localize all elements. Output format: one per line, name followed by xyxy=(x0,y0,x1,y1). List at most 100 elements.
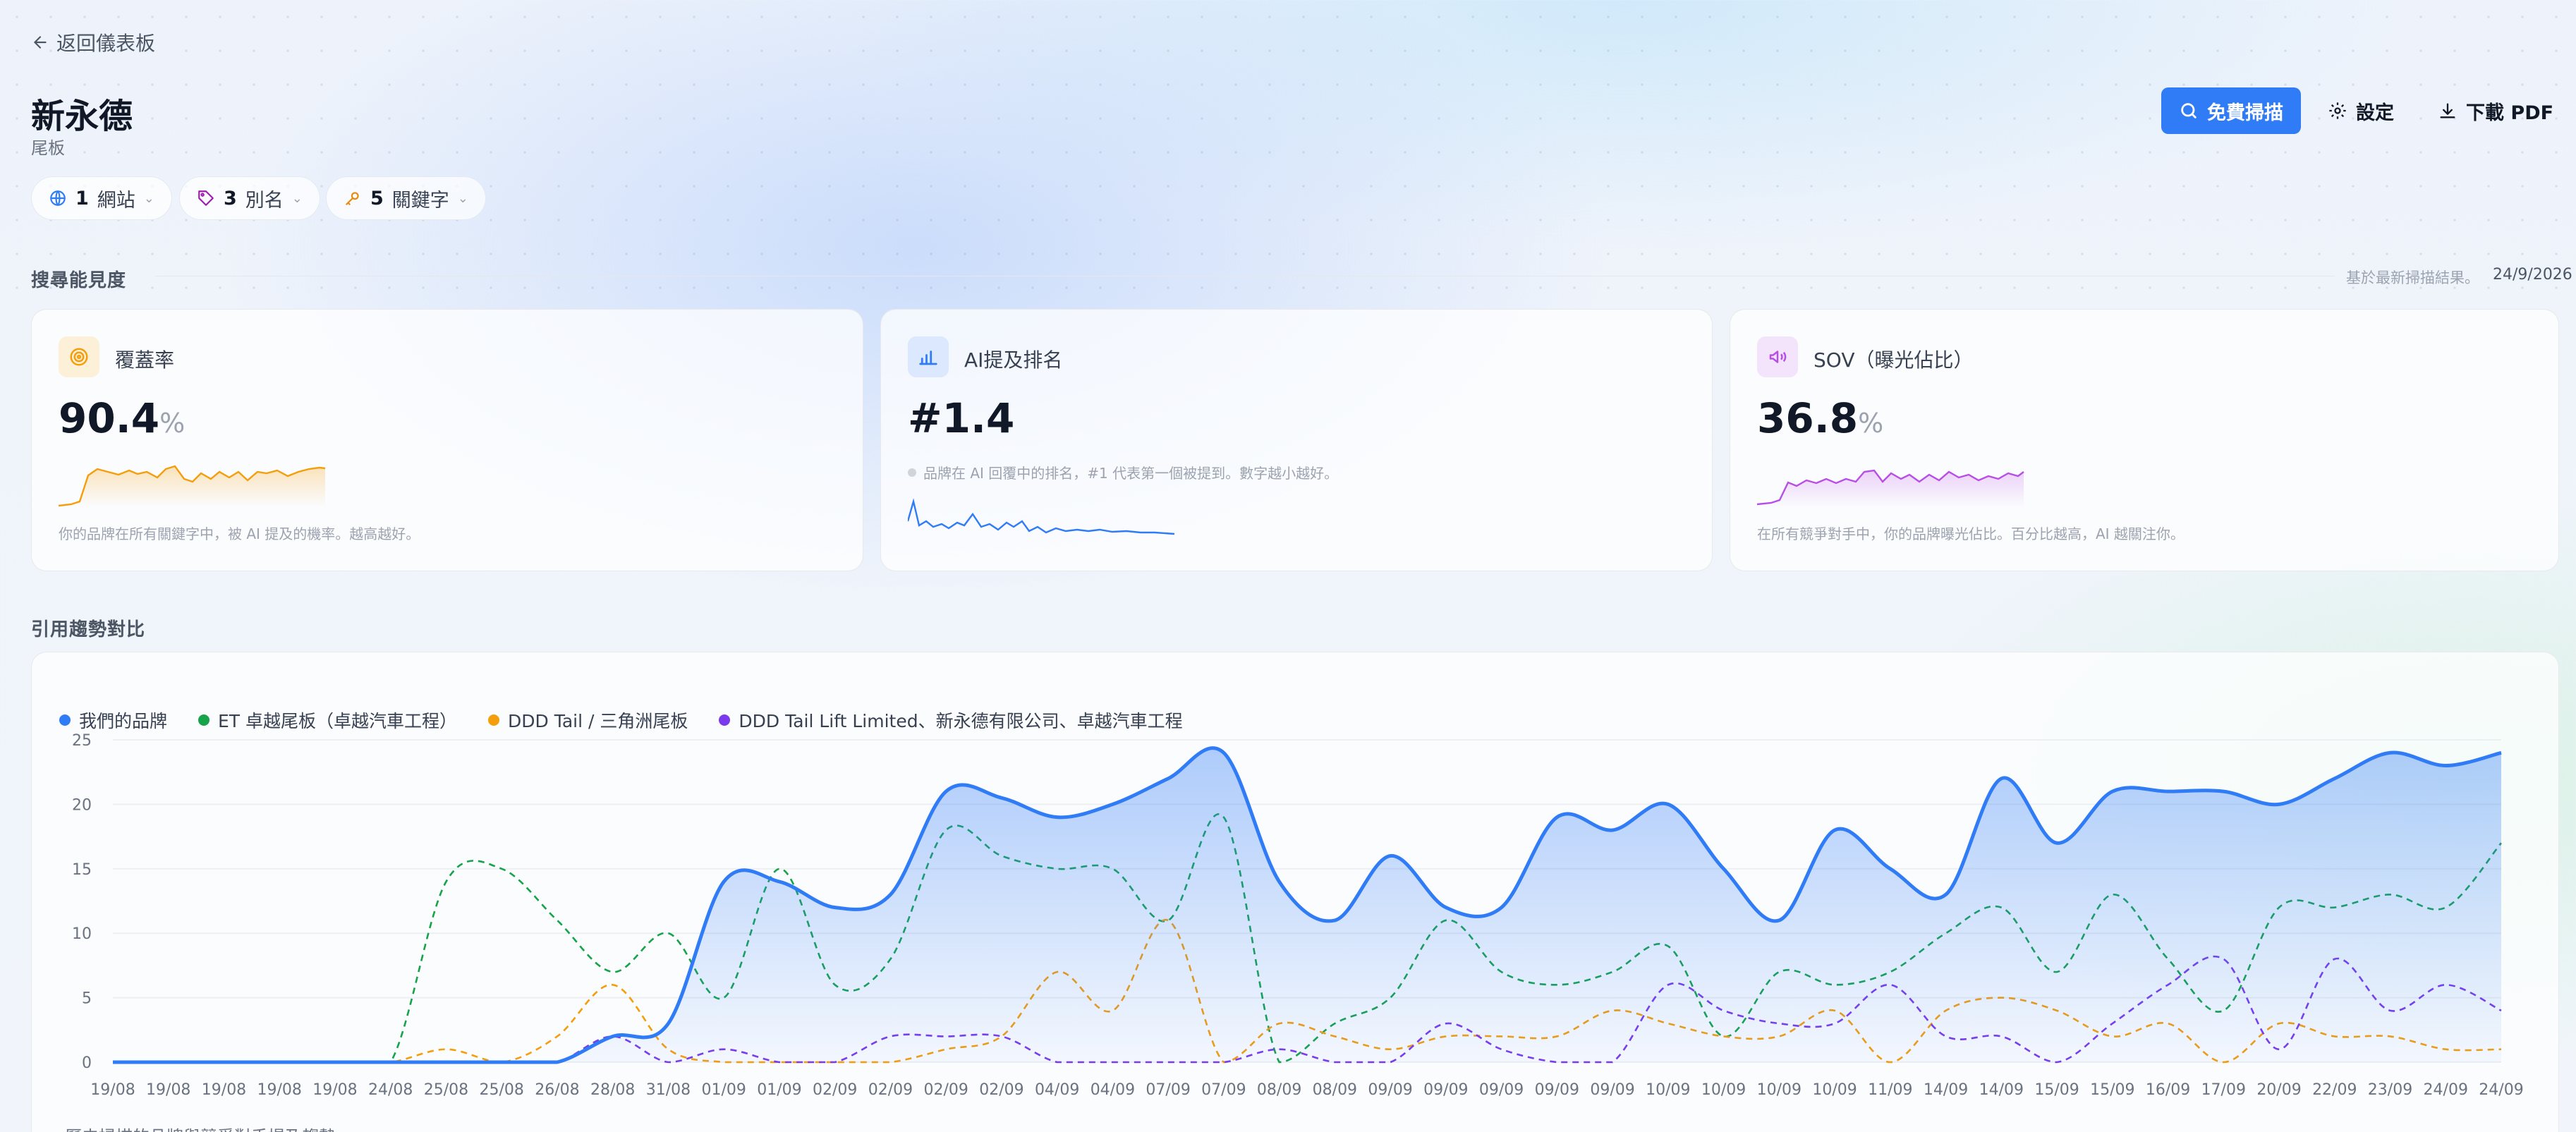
settings-label: 設定 xyxy=(2356,102,2394,124)
series-area-0 xyxy=(113,748,2501,1062)
x-tick-label: 02/09 xyxy=(923,1081,968,1099)
legend-item[interactable]: ET 卓越尾板（卓越汽車工程） xyxy=(198,707,457,733)
x-tick-label: 19/08 xyxy=(312,1081,357,1099)
y-tick-label: 25 xyxy=(72,732,92,750)
scan-date: 24/9/2026 xyxy=(2493,266,2572,284)
trend-section-title: 引用趨勢對比 xyxy=(31,619,146,640)
tag-icon xyxy=(198,190,214,206)
x-tick-label: 22/09 xyxy=(2312,1081,2357,1099)
legend-item[interactable]: DDD Tail / 三角洲尾板 xyxy=(488,707,688,733)
megaphone-icon xyxy=(1757,336,1798,377)
card-label: AI提及排名 xyxy=(964,348,1063,372)
bar-chart-icon xyxy=(908,336,949,377)
coverage-value: 90.4% xyxy=(59,394,186,442)
free-scan-label: 免費掃描 xyxy=(2207,102,2283,124)
x-tick-label: 20/09 xyxy=(2256,1081,2301,1099)
chart-footnote: 歷史掃描的品牌與競爭對手提及趨勢 xyxy=(65,1123,336,1132)
y-tick-label: 15 xyxy=(72,861,92,879)
filter-count: 3 xyxy=(224,187,237,209)
arrow-left-icon xyxy=(34,36,47,49)
series-line-0 xyxy=(113,746,2502,1064)
x-tick-label: 01/09 xyxy=(757,1081,801,1099)
download-pdf-button[interactable]: 下載 PDF xyxy=(2438,87,2553,134)
ai-rank-sparkline xyxy=(908,498,1175,535)
page-subtitle: 尾板 xyxy=(31,138,65,158)
y-tick-label: 0 xyxy=(82,1054,92,1072)
x-tick-label: 15/09 xyxy=(2090,1081,2134,1099)
y-tick-label: 5 xyxy=(82,990,92,1008)
x-tick-label: 09/09 xyxy=(1423,1081,1468,1099)
download-pdf-label: 下載 PDF xyxy=(2466,102,2554,124)
x-tick-label: 26/08 xyxy=(535,1081,579,1099)
globe-icon xyxy=(50,190,66,206)
card-label: SOV（曝光佔比） xyxy=(1813,348,1974,372)
sov-value: 36.8% xyxy=(1757,394,1884,442)
x-tick-label: 08/09 xyxy=(1313,1081,1357,1099)
x-tick-label: 14/09 xyxy=(1979,1081,2024,1099)
x-tick-label: 02/09 xyxy=(868,1081,913,1099)
x-tick-label: 19/08 xyxy=(257,1081,302,1099)
legend-dot xyxy=(719,714,731,726)
settings-button[interactable]: 設定 xyxy=(2328,87,2394,134)
card-label: 覆蓋率 xyxy=(115,348,175,372)
x-tick-label: 17/09 xyxy=(2201,1081,2246,1099)
x-tick-label: 09/09 xyxy=(1479,1081,1524,1099)
x-tick-label: 09/09 xyxy=(1535,1081,1579,1099)
x-tick-label: 11/09 xyxy=(1868,1081,1912,1099)
x-tick-label: 19/08 xyxy=(146,1081,190,1099)
download-icon xyxy=(2440,103,2455,118)
legend-dot xyxy=(198,714,210,726)
legend-item[interactable]: 我們的品牌 xyxy=(59,707,167,733)
sov-sparkline xyxy=(1757,469,2024,507)
x-tick-label: 24/09 xyxy=(2424,1081,2468,1099)
chevron-down-icon: ⌄ xyxy=(143,190,154,206)
x-tick-label: 16/09 xyxy=(2146,1081,2190,1099)
search-icon xyxy=(2181,103,2197,118)
x-tick-label: 23/09 xyxy=(2368,1081,2412,1099)
x-tick-label: 10/09 xyxy=(1701,1081,1746,1099)
y-tick-label: 10 xyxy=(72,925,92,943)
x-tick-label: 02/09 xyxy=(979,1081,1023,1099)
legend-item[interactable]: DDD Tail Lift Limited、新永德有限公司、卓越汽車工程 xyxy=(719,707,1183,733)
x-tick-label: 10/09 xyxy=(1757,1081,1802,1099)
filter-chip-aliases[interactable]: 3 別名 ⌄ xyxy=(179,176,320,220)
x-tick-label: 09/09 xyxy=(1590,1081,1634,1099)
legend-dot xyxy=(59,714,71,726)
x-tick-label: 08/09 xyxy=(1257,1081,1301,1099)
back-label: 返回儀表板 xyxy=(56,32,156,55)
x-tick-label: 10/09 xyxy=(1812,1081,1857,1099)
free-scan-button[interactable]: 免費掃描 xyxy=(2161,87,2301,134)
x-tick-label: 10/09 xyxy=(1646,1081,1690,1099)
chevron-down-icon: ⌄ xyxy=(457,190,468,206)
sov-card: SOV（曝光佔比） 36.8% 在所有競爭對手中，你的品牌曝光佔比。百分比越高，… xyxy=(1730,309,2559,571)
gear-icon xyxy=(2329,102,2346,119)
filter-label: 別名 xyxy=(245,189,284,212)
back-link[interactable]: 返回儀表板 xyxy=(31,28,155,56)
x-tick-label: 24/08 xyxy=(368,1081,413,1099)
legend-dot xyxy=(488,714,500,726)
coverage-sparkline xyxy=(59,465,326,507)
filter-count: 1 xyxy=(75,187,89,209)
x-tick-label: 01/09 xyxy=(701,1081,746,1099)
x-tick-label: 04/09 xyxy=(1090,1081,1135,1099)
filter-label: 網站 xyxy=(97,189,135,212)
x-tick-label: 31/08 xyxy=(646,1081,691,1099)
x-tick-label: 24/09 xyxy=(2479,1081,2523,1099)
card-description: 在所有競爭對手中，你的品牌曝光佔比。百分比越高，AI 越關注你。 xyxy=(1757,525,2185,542)
x-tick-label: 19/08 xyxy=(202,1081,246,1099)
x-tick-label: 02/09 xyxy=(813,1081,857,1099)
ai-rank-value: #1.4 xyxy=(908,394,1015,442)
x-tick-label: 19/08 xyxy=(90,1081,135,1099)
chevron-down-icon: ⌄ xyxy=(291,190,303,206)
x-tick-label: 14/09 xyxy=(1924,1081,1968,1099)
filter-count: 5 xyxy=(370,187,384,209)
filter-chip-keywords[interactable]: 5 關鍵字 ⌄ xyxy=(326,176,486,220)
chart-legend: 我們的品牌 ET 卓越尾板（卓越汽車工程） DDD Tail / 三角洲尾板 D… xyxy=(59,707,1183,733)
x-tick-label: 09/09 xyxy=(1368,1081,1412,1099)
filter-chip-websites[interactable]: 1 網站 ⌄ xyxy=(31,176,172,220)
visibility-section-title: 搜尋能見度 xyxy=(31,270,127,291)
scan-note: 基於最新掃描結果。 xyxy=(2346,269,2479,286)
filter-label: 關鍵字 xyxy=(391,189,449,212)
card-description: 品牌在 AI 回覆中的排名，#1 代表第一個被提到。數字越小越好。 xyxy=(908,462,1338,482)
